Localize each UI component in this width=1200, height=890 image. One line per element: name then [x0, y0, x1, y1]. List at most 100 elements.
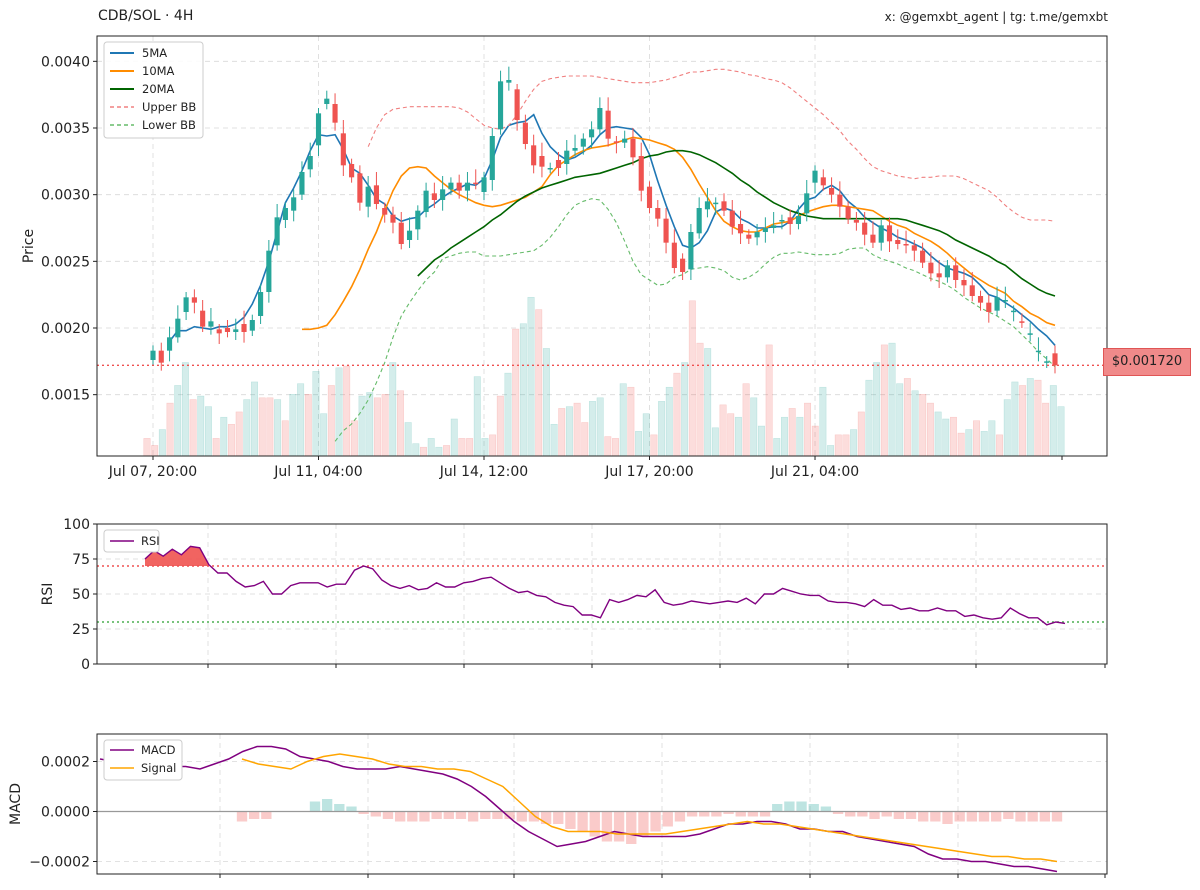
candle-body — [878, 225, 884, 243]
macd-histogram-bar — [443, 811, 454, 819]
volume-bar — [565, 406, 573, 457]
macd-histogram-bar — [577, 811, 588, 832]
candle-body — [1027, 333, 1033, 335]
candle-body — [398, 222, 404, 244]
volume-bar — [850, 429, 858, 457]
volume-bar — [880, 344, 888, 457]
volume-bar — [151, 445, 159, 457]
legend-label: Upper BB — [142, 100, 196, 114]
rsi-legend: RSI — [103, 529, 160, 553]
candle-body — [746, 234, 752, 239]
volume-bar — [719, 404, 727, 457]
macd-histogram-bar — [918, 811, 929, 822]
macd-histogram-bar — [358, 811, 369, 814]
candle-body — [489, 136, 495, 180]
macd-histogram-bar — [309, 801, 321, 812]
legend-label: 10MA — [142, 64, 175, 78]
candle-body — [713, 202, 719, 205]
volume-bar — [965, 429, 973, 457]
macd-histogram-bar — [784, 801, 795, 812]
volume-bar — [266, 397, 274, 457]
candle-body — [895, 240, 901, 244]
candle-body — [464, 182, 471, 191]
volume-bar — [481, 438, 489, 457]
macd-histogram-bar — [419, 811, 430, 822]
candle-body — [514, 89, 520, 120]
candle-body — [365, 186, 371, 207]
candle-body — [299, 172, 305, 195]
candle-body — [903, 244, 909, 246]
macd-histogram-bar — [1051, 811, 1063, 822]
volume-bar — [619, 383, 627, 457]
candle-body — [829, 188, 835, 195]
candle-body — [282, 208, 288, 220]
macd-histogram-bar — [1015, 811, 1026, 822]
volume-bar — [235, 411, 243, 457]
x-tick-label: Jul 21, 04:00 — [770, 464, 859, 480]
volume-bar — [973, 420, 980, 457]
candle-body — [911, 245, 917, 251]
macd-histogram-bar — [516, 811, 527, 822]
volume-bar — [327, 385, 335, 457]
candle-body — [315, 113, 322, 146]
volume-bar — [519, 323, 527, 457]
candle-body — [663, 218, 669, 243]
y-tick-label: 0.0000 — [41, 805, 90, 821]
macd-histogram-bar — [942, 811, 953, 824]
y-tick-label: 75 — [72, 552, 90, 568]
macd-histogram-bar — [236, 811, 248, 822]
volume-bar — [750, 397, 758, 457]
y-tick-label: 0.0025 — [41, 254, 90, 270]
candle-body — [787, 217, 793, 224]
volume-bar — [427, 438, 435, 457]
legend-label: Lower BB — [142, 118, 196, 132]
last-price-tag: $0.001720 — [1103, 348, 1191, 376]
credits-text: x: @gemxbt_agent | tg: t.me/gemxbt — [884, 10, 1108, 24]
macd-histogram-bar — [674, 811, 686, 822]
candle-body — [183, 297, 189, 312]
volume-bar — [934, 411, 942, 457]
candle-body — [704, 201, 711, 210]
macd-histogram-bar — [808, 804, 819, 812]
macd-histogram-bar — [589, 811, 600, 837]
candle-body — [307, 156, 313, 170]
volume-bar — [343, 365, 351, 457]
volume-bar — [665, 386, 673, 457]
candle-body — [506, 80, 512, 83]
legend-label: MACD — [141, 743, 176, 757]
volume-bar — [757, 425, 765, 457]
y-axis-label: MACD — [8, 783, 24, 825]
price-legend: 5MA 10MA 20MA Upper BB Lower BB — [103, 41, 204, 139]
macd-histogram-bar — [601, 811, 613, 842]
y-tick-label: 0.0015 — [41, 388, 90, 404]
volume-bar — [527, 296, 535, 457]
macd-histogram-bar — [261, 811, 272, 819]
volume-bar — [589, 401, 596, 457]
candle-body — [1044, 361, 1050, 363]
candle-body — [373, 185, 379, 204]
volume-bar — [550, 423, 558, 457]
volume-bar — [688, 300, 696, 457]
candle-body — [233, 329, 239, 332]
macd-histogram-bar — [565, 811, 576, 829]
volume-bar — [251, 381, 259, 457]
candle-body — [837, 194, 843, 207]
volume-bar — [796, 416, 804, 457]
legend-box — [103, 41, 204, 139]
y-tick-label: 0.0002 — [41, 755, 90, 771]
y-axis-label: Price — [21, 229, 37, 263]
candle-body — [630, 138, 636, 158]
macd-histogram-bar — [613, 811, 625, 842]
volume-bar — [381, 394, 389, 457]
candle-body — [580, 138, 586, 147]
volume-bar — [873, 362, 881, 457]
candle-body — [589, 129, 595, 138]
candle-body — [638, 156, 644, 191]
macd-histogram-bar — [881, 811, 892, 817]
macd-histogram-bar — [723, 811, 734, 814]
y-tick-label: 0.0030 — [41, 188, 90, 204]
candle-body — [158, 350, 164, 363]
volume-bar — [734, 416, 742, 457]
volume-bar — [681, 362, 689, 457]
